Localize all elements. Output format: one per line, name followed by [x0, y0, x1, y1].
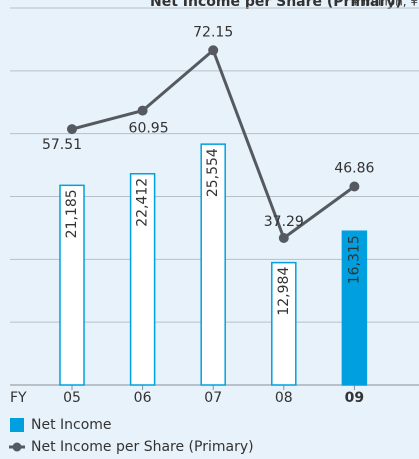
legend-label: Net Income: [31, 417, 112, 433]
line-point: [208, 45, 219, 56]
bar-value-label: 21,185: [64, 189, 80, 238]
line-value-label: 60.95: [129, 121, 169, 137]
line-value-label: 72.15: [193, 24, 233, 40]
bar: [200, 143, 226, 386]
unit-label: ¥ million, ¥: [351, 0, 418, 9]
x-tick-label: 07: [204, 390, 222, 406]
x-tick-label: 06: [134, 390, 152, 406]
bar-value-label: 22,412: [135, 178, 151, 227]
chart-title: Net Income per Share (Primary): [150, 0, 402, 10]
line-value-label: 46.86: [334, 160, 374, 176]
line-value-label: 57.51: [42, 137, 82, 153]
x-tick-label: 08: [275, 390, 293, 406]
bar-value-label: 25,554: [205, 148, 221, 197]
x-tick-label: 09: [345, 390, 364, 406]
legend-swatch: [10, 418, 24, 432]
line-value-label: 37.29: [264, 214, 304, 230]
line-point: [137, 105, 148, 116]
x-tick-label: 05: [63, 390, 81, 406]
bar: [59, 184, 85, 386]
bar: [129, 173, 156, 386]
bar: [341, 230, 368, 386]
x-prefix: FY: [10, 390, 27, 406]
legend-label: Net Income per Share (Primary): [31, 439, 254, 455]
bar: [271, 261, 297, 386]
bar-value-label: 16,315: [346, 235, 362, 284]
line-point: [349, 181, 360, 192]
line-point: [67, 124, 77, 135]
bar-value-label: 12,984: [276, 267, 292, 316]
legend-swatch: [12, 442, 22, 452]
line-point: [278, 233, 289, 244]
